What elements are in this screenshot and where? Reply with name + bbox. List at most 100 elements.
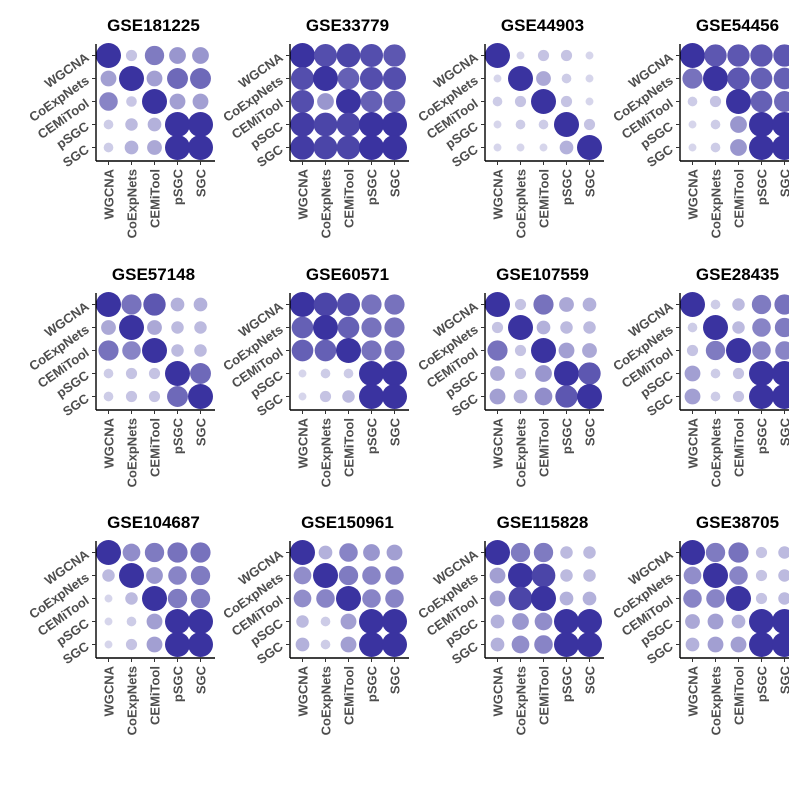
dot [703,563,728,588]
dot [709,95,722,108]
dot [320,368,331,379]
dot [102,569,115,582]
dot [583,118,596,131]
dot [361,317,382,338]
panel-title: GSE54456 [696,16,779,35]
panel-GSE181225: GSE181225WGCNACoExpNetsCEMiToolpSGCSGCWG… [26,16,215,238]
dot [359,384,384,409]
dot [147,117,162,132]
dot [290,43,315,68]
x-tick-label: pSGC [365,417,380,454]
panel-title: GSE60571 [306,265,389,284]
dot [165,609,190,634]
dot [313,563,338,588]
dot [167,68,188,89]
dot [775,341,789,360]
dot [751,294,772,315]
x-tick-label: CoExpNets [709,666,724,735]
dot [291,339,314,362]
dot [147,140,162,155]
dot [188,112,213,137]
x-tick-label: CoExpNets [319,418,334,487]
dot [710,391,721,402]
panel-GSE150961: GSE150961WGCNACoExpNetsCEMiToolpSGCSGCWG… [220,513,409,735]
dot [511,635,530,654]
dot [362,589,381,608]
x-tick-label: CEMiTool [342,418,357,477]
dot [554,632,579,657]
panel-title: GSE107559 [496,265,589,284]
x-tick-label: CEMiTool [148,418,163,477]
x-tick-label: pSGC [171,417,186,454]
dot [343,368,354,379]
dot [749,112,774,137]
x-tick-label: pSGC [560,168,575,205]
dot [536,71,551,86]
dot [704,44,727,67]
dot [684,365,701,382]
x-tick-label: CEMiTool [537,418,552,477]
panel-title: GSE57148 [112,265,195,284]
dot [382,66,407,91]
dot [772,112,789,137]
dot [514,367,527,380]
dot [585,97,594,106]
dot [582,343,597,358]
dot [386,544,403,561]
dot [778,592,789,605]
dot [119,315,144,340]
dot [104,617,113,626]
dot [338,565,359,586]
dot [772,632,789,657]
dot [103,368,114,379]
dot [313,315,338,340]
x-tick-label: pSGC [755,168,770,205]
x-tick-label: WGCNA [686,168,701,219]
dot [558,342,575,359]
dot [313,66,338,91]
dot [683,566,702,585]
dot [363,544,380,561]
dot [146,613,163,630]
x-tick-label: WGCNA [686,665,701,716]
dot [190,363,211,384]
dot [146,636,163,653]
dot [508,315,533,340]
x-tick-label: CEMiTool [732,418,747,477]
dot [148,367,161,380]
dot [559,591,574,606]
dot [165,361,190,386]
dot [750,44,773,67]
dot [490,614,505,629]
dot [750,90,773,113]
dot [687,322,698,333]
dot [514,344,527,357]
dot [730,116,747,133]
dot [125,367,138,380]
dot [290,89,315,114]
dot [577,609,602,634]
dot [706,589,725,608]
dot [533,294,554,315]
dot [126,96,137,107]
dot [146,567,163,584]
dot [774,294,789,315]
x-tick-label: CEMiTool [148,666,163,725]
x-tick-label: pSGC [755,417,770,454]
dot [554,609,579,634]
x-tick-label: CEMiTool [342,666,357,725]
dot [582,591,597,606]
dot [383,44,406,67]
dot [313,135,338,160]
dot [774,317,789,338]
dot [100,70,117,87]
dot [577,632,602,657]
dot [384,294,405,315]
dot [190,542,211,563]
dot [508,586,533,611]
dot [707,636,724,653]
dot [513,389,528,404]
dot [508,563,533,588]
dot [103,391,114,402]
dot [534,635,553,654]
